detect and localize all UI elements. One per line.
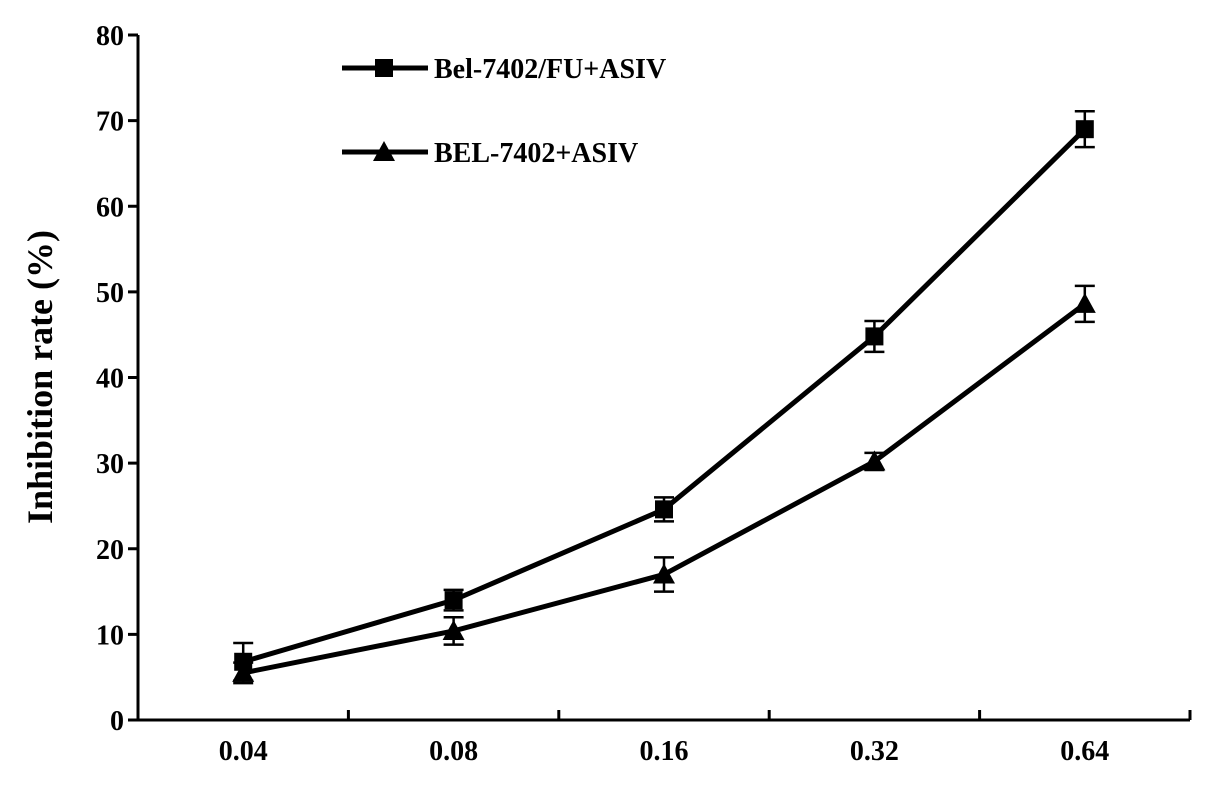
series-1 [233,109,1095,682]
legend: Bel-7402/FU+ASIV BEL-7402+ASIV [342,54,666,169]
data-point [653,563,675,584]
legend-marker [375,59,393,77]
legend-item-1: Bel-7402/FU+ASIV [342,54,666,85]
x-tick-label-0.08: 0.08 [429,736,478,767]
data-point [442,619,465,640]
y-tick-label-10: 10 [96,620,124,651]
y-tick-label-60: 60 [96,192,124,223]
series-line-2 [242,301,1087,676]
data-point [865,327,884,346]
legend-marker [373,141,395,161]
x-tick-label-0.32: 0.32 [850,736,899,767]
y-tick-label-80: 80 [96,21,124,52]
x-tick-label-0.64: 0.64 [1060,736,1109,767]
y-tick-label-50: 50 [96,278,124,309]
data-point [1073,292,1096,313]
data-point [232,661,255,682]
data-point [655,500,673,519]
legend-item-2: BEL-7402+ASIV [342,138,638,169]
y-tick-label-30: 30 [96,449,124,480]
data-point [444,591,463,610]
legend-label: BEL-7402+ASIV [434,138,638,169]
data-point [1075,120,1094,139]
y-axis-title: Inhibition rate (%) [20,230,60,524]
data-point [863,450,886,471]
y-tick-label-20: 20 [96,535,124,566]
x-ticks: 0.04 0.08 0.16 0.32 0.64 [219,710,1192,767]
legend-label: Bel-7402/FU+ASIV [434,54,666,85]
y-tick-label-0: 0 [110,706,124,737]
x-tick-label-0.16: 0.16 [640,736,689,767]
y-tick-label-70: 70 [96,107,124,138]
series-layer [232,109,1096,685]
series-2 [232,284,1096,685]
axes [136,35,1190,722]
x-tick-label-0.04: 0.04 [219,736,268,767]
y-ticks: 0 10 20 30 40 50 60 70 80 [96,21,138,737]
y-tick-label-40: 40 [96,364,124,395]
